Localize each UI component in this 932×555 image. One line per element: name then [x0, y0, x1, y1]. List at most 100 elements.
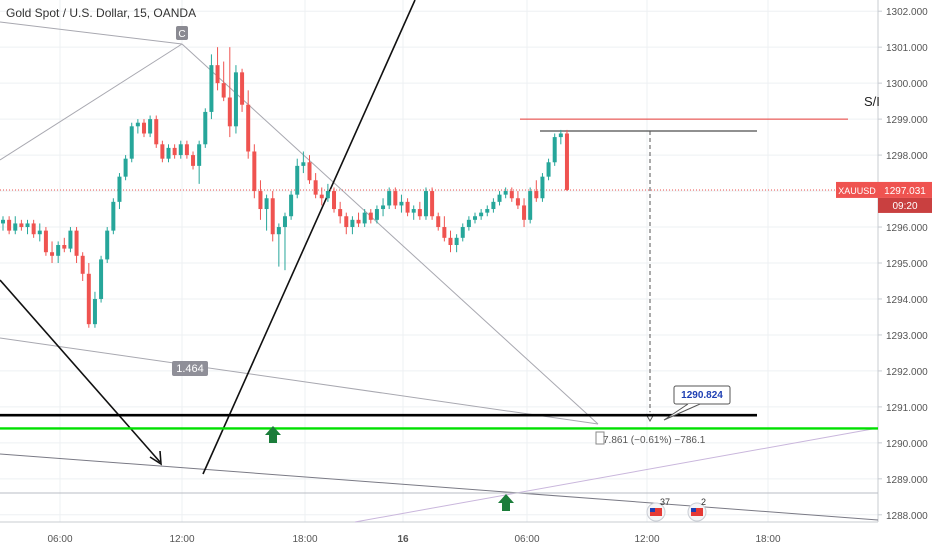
trendline-top	[0, 21, 183, 45]
fib-label: 7.861 (−0.61%) −786.1	[603, 435, 706, 446]
candle-body	[197, 144, 202, 166]
candle-body	[423, 191, 428, 217]
countdown-label: 09:20	[892, 201, 917, 212]
price-callout-pointer	[663, 403, 701, 421]
candle-body	[92, 298, 97, 325]
candle-body	[166, 147, 171, 159]
candle-body	[86, 273, 91, 325]
candle-body	[491, 201, 496, 210]
candle-body	[473, 216, 478, 220]
candle-body	[148, 119, 153, 134]
candle-body	[270, 198, 275, 235]
candle-body	[558, 133, 563, 138]
y-tick-label: 1294.000	[886, 295, 928, 306]
y-tick-label: 1292.000	[886, 367, 928, 378]
x-tick-label: 18:00	[292, 534, 317, 545]
candle-body	[393, 191, 398, 206]
candle-body	[442, 227, 447, 238]
countdown-badge	[878, 197, 932, 213]
us-flag-event-icon-count: 37	[660, 497, 670, 507]
candle-body	[313, 180, 318, 195]
candle-body	[307, 162, 312, 181]
candle-body	[264, 198, 269, 210]
symbol-badge-label: XAUUSD	[838, 186, 876, 196]
channel-line	[0, 453, 879, 521]
candle-body	[203, 111, 208, 145]
up-arrow-icon	[265, 426, 281, 443]
candle-body	[466, 219, 471, 228]
candle-body	[399, 201, 404, 206]
us-flag-event-icon-2-canton	[691, 508, 696, 512]
candle-body	[184, 144, 189, 156]
candle-body	[215, 65, 220, 84]
grid	[0, 0, 878, 522]
y-tick-label: 1295.000	[886, 259, 928, 270]
candle-body	[381, 205, 386, 210]
candle-body	[111, 201, 116, 231]
trendline-fall	[181, 43, 599, 425]
candle-body	[191, 155, 196, 166]
candle-body	[295, 165, 300, 195]
candle-body	[31, 223, 36, 235]
candle-body	[246, 104, 251, 152]
candle-body	[350, 219, 355, 228]
purple-trendline	[354, 427, 879, 523]
y-tick-label: 1302.000	[886, 7, 928, 18]
candle-body	[417, 209, 422, 217]
candle-body	[522, 205, 527, 220]
candle-body	[503, 191, 508, 195]
candle-body	[540, 176, 545, 199]
candle-body	[154, 119, 159, 145]
candle-body	[546, 162, 551, 177]
candle-body	[564, 133, 569, 190]
black-arrow-line	[0, 279, 161, 463]
candle-body	[74, 230, 79, 256]
y-tick-label: 1290.000	[886, 439, 928, 450]
candle-body	[282, 216, 287, 228]
candle-body	[1, 219, 5, 224]
candle-body	[13, 223, 18, 231]
x-tick-label: 12:00	[169, 534, 194, 545]
candle-body	[68, 230, 73, 249]
us-flag-event-icon-canton	[650, 508, 655, 512]
candle-body	[129, 126, 134, 159]
last-price-badge	[878, 181, 932, 198]
candle-body	[276, 227, 281, 235]
us-flag-event-icon-2-count: 2	[701, 497, 706, 507]
candle-body	[99, 259, 104, 299]
candle-body	[37, 230, 42, 235]
fib-label-icon	[595, 431, 605, 445]
candle-body	[515, 198, 520, 206]
candle-body	[50, 252, 55, 256]
sr-label: S/I	[864, 94, 880, 109]
candle-body	[123, 158, 128, 177]
candle-body	[497, 194, 502, 202]
candle-body	[105, 230, 110, 260]
candle-body	[252, 151, 257, 192]
candle-body	[344, 216, 349, 228]
y-tick-label: 1298.000	[886, 151, 928, 162]
candle-body	[227, 97, 232, 127]
candle-body	[172, 147, 177, 156]
drawings	[0, 0, 879, 523]
up-arrow-icon	[498, 494, 514, 511]
candle-body	[374, 209, 379, 220]
y-tick-label: 1299.000	[886, 115, 928, 126]
candle-body	[362, 212, 367, 224]
candle-body	[479, 212, 484, 217]
ratio-label: 1.464	[176, 363, 204, 375]
candle-body	[332, 191, 337, 210]
black-steep-line	[202, 0, 416, 475]
black-arrow-head	[149, 450, 162, 466]
price-callout-box	[673, 385, 731, 405]
candle-body	[454, 237, 459, 246]
candle-body	[509, 191, 514, 199]
candle-body	[325, 191, 330, 199]
candles	[1, 47, 569, 328]
candle-body	[338, 209, 343, 217]
x-tick-label: 18:00	[755, 534, 780, 545]
candle-body	[240, 72, 245, 105]
candle-body	[178, 144, 183, 156]
